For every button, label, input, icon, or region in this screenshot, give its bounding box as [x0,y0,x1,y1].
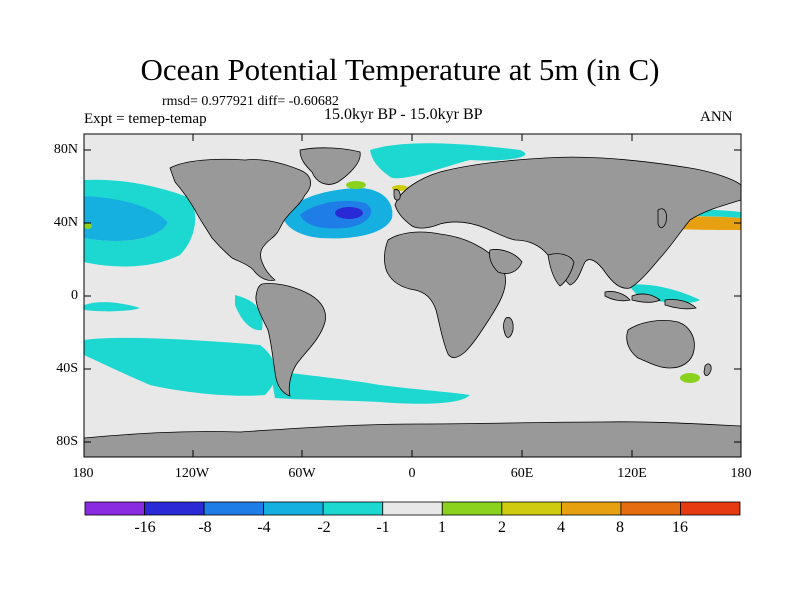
land-uk [393,189,401,201]
experiment-label: Expt = temep-temap [84,111,207,127]
land-north-america [169,158,311,281]
land-eurasia [394,156,741,289]
lon-label-60w: 60W [288,466,316,481]
colorbar-tick: -4 [257,519,271,536]
colorbar-swatch [322,501,384,516]
lat-label-40n: 40N [53,215,78,230]
lon-label-180w: 180 [72,466,94,481]
anomaly-north-pacific [84,179,196,267]
colorbar-swatch [263,501,324,516]
anomaly-regions [84,143,741,404]
lon-label-180e: 180 [730,466,752,481]
colorbar-swatch [441,501,503,516]
colorbar [84,501,741,516]
lat-label-80n: 80N [53,142,78,157]
season-label: ANN [700,109,733,125]
stats-text: rmsd= 0.977921 diff= -0.60682 [162,94,339,109]
land-japan [657,208,667,228]
lat-label-0: 0 [71,288,78,303]
colorbar-tick: -16 [134,519,156,536]
colorbar-tick: -8 [198,519,212,536]
lon-label-120e: 120E [617,466,647,481]
map-field [84,134,741,457]
lon-label-0: 0 [408,466,416,481]
colorbar-tick: 1 [438,519,446,536]
colorbar-tick: -2 [317,519,331,536]
lon-label-120w: 120W [174,466,210,481]
land-new-guinea [664,299,697,310]
anomaly-north-pacific-core [84,196,168,242]
colorbar-swatch [620,501,681,516]
colorbar-swatch [203,501,265,516]
anomaly-north-atlantic-peak [335,207,363,219]
colorbar-tick: 16 [672,519,688,536]
period-label: 15.0kyr BP - 15.0kyr BP [324,106,483,123]
anomaly-atlantic-warm [346,181,366,189]
land-africa [384,231,506,358]
anomaly-equatorial-pacific [84,302,140,312]
axis-ticks [84,134,741,457]
colorbar-swatch [501,501,562,516]
land-australia [626,320,695,369]
colorbar-tick: 2 [498,519,506,536]
colorbar-tick: -1 [376,519,390,536]
lon-label-60e: 60E [510,466,534,481]
land-sumatra [604,291,631,302]
land-new-zealand [703,363,712,376]
land-south-america [255,283,326,397]
anomaly-south-pacific [84,337,276,396]
colorbar-tick: 4 [557,519,565,536]
land-borneo [631,293,661,303]
lat-label-80s: 80S [56,434,78,449]
anomaly-peru-current [235,295,263,331]
anomaly-nordic-seas [370,143,526,179]
anomaly-pacific-warm [84,223,92,229]
map-title: Ocean Potential Temperature at 5m (in C) [140,52,660,87]
land-india [547,253,575,287]
colorbar-swatch [382,501,443,516]
anomaly-south-atlantic [270,370,470,404]
land-arabia [489,249,523,274]
anomaly-tasman-warm [680,373,700,383]
land-madagascar [503,317,514,338]
landmasses [84,147,741,457]
colorbar-swatch [560,501,622,516]
land-greenland [299,147,361,185]
land-antarctica [84,421,741,457]
colorbar-swatch [144,501,205,516]
lat-label-40s: 40S [56,361,78,376]
colorbar-tick: 8 [616,519,624,536]
colorbar-swatch [680,501,741,516]
colorbar-swatch [84,501,145,516]
